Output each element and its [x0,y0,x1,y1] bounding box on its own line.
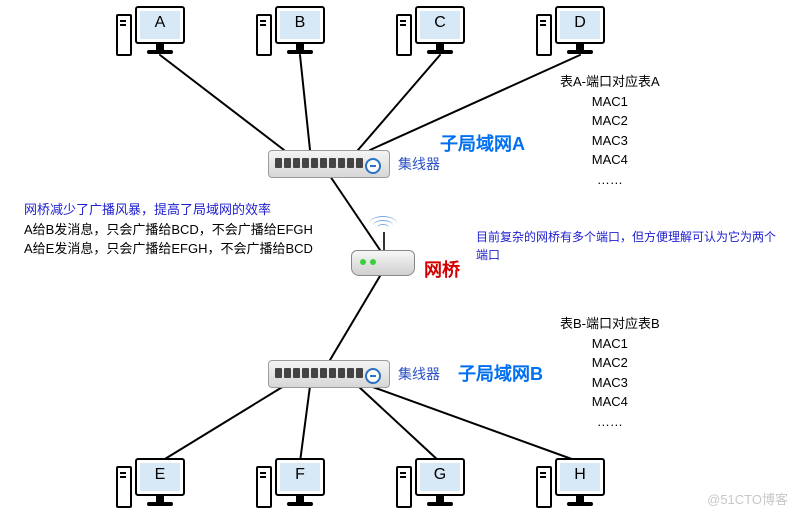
computer-label: F [277,466,323,484]
watermark: @51CTO博客 [707,489,788,508]
computer-label: H [557,466,603,484]
computer-label: E [137,466,183,484]
bridge-device [348,250,418,276]
mac-table-row: MAC1 [560,92,660,112]
mac-table-row: MAC1 [560,334,660,354]
computer-d: D [550,6,610,54]
computer-a: A [130,6,190,54]
note-left-line3: A给E发消息，只会广播给EFGH，不会广播给BCD [24,239,313,259]
bridge-label: 网桥 [424,256,460,282]
computer-b: B [270,6,330,54]
computer-label: D [557,14,603,32]
computer-label: C [417,14,463,32]
subnet-a-label: 子局域网A [440,130,525,156]
hub-top [268,150,390,178]
mac-table-title: 表B-端口对应表B [560,314,660,334]
hub-bottom-label: 集线器 [398,364,440,384]
computer-label: B [277,14,323,32]
mac-table-row: MAC3 [560,131,660,151]
note-left-line1: 网桥减少了广播风暴，提高了局域网的效率 [24,200,313,220]
computer-e: E [130,458,190,506]
computer-label: A [137,14,183,32]
computer-g: G [410,458,470,506]
mac-table-row: MAC3 [560,373,660,393]
mac-table-row: MAC2 [560,111,660,131]
note-left-line2: A给B发消息，只会广播给BCD，不会广播给EFGH [24,220,313,240]
computer-h: H [550,458,610,506]
subnet-b-label: 子局域网B [458,360,543,386]
note-right: 目前复杂的网桥有多个端口，但方便理解可认为它为两个端口 [476,228,786,264]
mac-table-row: MAC2 [560,353,660,373]
computer-f: F [270,458,330,506]
note-left: 网桥减少了广播风暴，提高了局域网的效率 A给B发消息，只会广播给BCD，不会广播… [24,200,313,259]
mac-table-row: MAC4 [560,150,660,170]
mac-table-row: MAC4 [560,392,660,412]
mac-table-row: …… [560,170,660,190]
mac-table-title: 表A-端口对应表A [560,72,660,92]
hub-bottom [268,360,390,388]
computer-c: C [410,6,470,54]
mac-table-b: 表B-端口对应表BMAC1MAC2MAC3MAC4…… [560,314,660,431]
mac-table-a: 表A-端口对应表AMAC1MAC2MAC3MAC4…… [560,72,660,189]
mac-table-row: …… [560,412,660,432]
computer-label: G [417,466,463,484]
hub-top-label: 集线器 [398,154,440,174]
